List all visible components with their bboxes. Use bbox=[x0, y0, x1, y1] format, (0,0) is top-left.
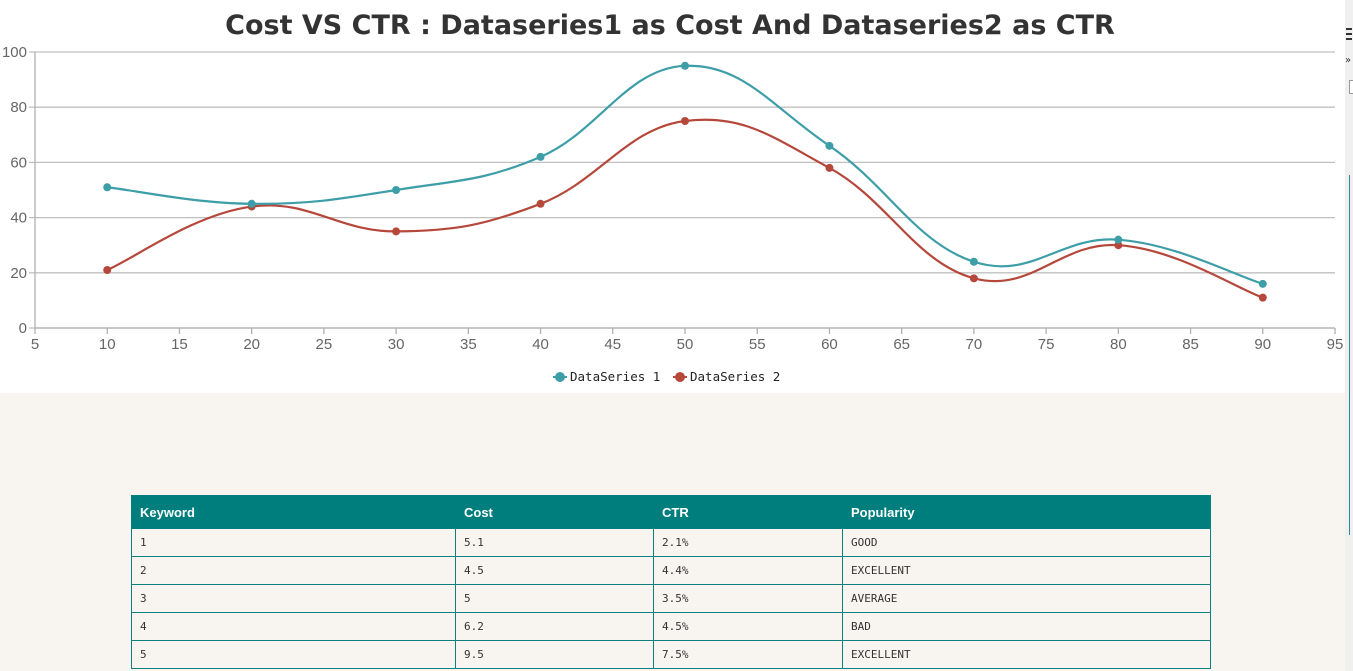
cell-cost: 4.5 bbox=[455, 556, 654, 585]
y-tick-label: 60 bbox=[10, 154, 27, 171]
data-point bbox=[1258, 293, 1267, 302]
data-point bbox=[825, 163, 834, 172]
data-point bbox=[103, 266, 112, 275]
x-tick-label: 70 bbox=[966, 336, 983, 353]
scrollbar-thumb[interactable] bbox=[1349, 175, 1353, 535]
cell-popularity: EXCELLENT bbox=[842, 640, 1211, 669]
x-tick-label: 85 bbox=[1182, 336, 1199, 353]
x-tick-label: 35 bbox=[460, 336, 477, 353]
x-tick-label: 75 bbox=[1038, 336, 1055, 353]
data-point bbox=[681, 117, 689, 125]
data-point bbox=[969, 257, 978, 266]
x-tick-label: 5 bbox=[31, 336, 39, 353]
table-header-row: Keyword Cost CTR Popularity bbox=[131, 495, 1211, 529]
x-tick-label: 80 bbox=[1110, 336, 1127, 353]
cost-vs-ctr-chart: Cost VS CTR : Dataseries1 as Cost And Da… bbox=[2, 10, 1344, 384]
data-point bbox=[536, 152, 545, 161]
data-point bbox=[103, 183, 112, 192]
data-point bbox=[392, 227, 401, 236]
legend-marker bbox=[555, 372, 565, 382]
table-row[interactable]: 1 5.1 2.1% GOOD bbox=[131, 528, 1211, 557]
header-popularity[interactable]: Popularity bbox=[842, 495, 1211, 529]
table-row[interactable]: 5 9.5 7.5% EXCELLENT bbox=[131, 640, 1211, 669]
header-keyword[interactable]: Keyword bbox=[131, 495, 456, 529]
header-ctr[interactable]: CTR bbox=[653, 495, 843, 529]
data-point bbox=[392, 186, 401, 194]
data-point bbox=[536, 199, 545, 208]
cell-keyword: 4 bbox=[131, 612, 456, 641]
cell-popularity: EXCELLENT bbox=[842, 556, 1211, 585]
x-tick-label: 60 bbox=[821, 336, 838, 353]
keyword-table: Keyword Cost CTR Popularity 1 5.1 2.1% G… bbox=[131, 495, 1211, 669]
y-tick-label: 20 bbox=[10, 265, 27, 282]
cell-ctr: 4.4% bbox=[653, 556, 843, 585]
cell-cost: 5.1 bbox=[455, 528, 654, 557]
data-point bbox=[825, 141, 834, 150]
menu-icon-line bbox=[1346, 33, 1352, 35]
cell-ctr: 7.5% bbox=[653, 640, 843, 669]
table-row[interactable]: 3 5 3.5% AVERAGE bbox=[131, 584, 1211, 613]
cell-keyword: 1 bbox=[131, 528, 456, 557]
data-point bbox=[1114, 235, 1123, 244]
cell-ctr: 4.5% bbox=[653, 612, 843, 641]
x-tick-label: 95 bbox=[1327, 336, 1344, 353]
x-tick-label: 90 bbox=[1254, 336, 1271, 353]
x-tick-label: 45 bbox=[604, 336, 621, 353]
cell-cost: 5 bbox=[455, 584, 654, 613]
cell-ctr: 3.5% bbox=[653, 584, 843, 613]
data-point bbox=[1258, 279, 1267, 288]
legend-label: DataSeries 2 bbox=[690, 369, 780, 384]
x-tick-label: 15 bbox=[171, 336, 188, 353]
x-tick-label: 25 bbox=[316, 336, 333, 353]
menu-icon-line bbox=[1346, 38, 1352, 40]
menu-icon-line bbox=[1346, 28, 1352, 30]
x-tick-label: 55 bbox=[749, 336, 766, 353]
cell-popularity: GOOD bbox=[842, 528, 1211, 557]
y-tick-label: 80 bbox=[10, 99, 27, 116]
data-point bbox=[247, 199, 256, 208]
data-point bbox=[681, 61, 689, 70]
series-line-1 bbox=[107, 64, 1264, 285]
data-point bbox=[1114, 241, 1123, 250]
cell-popularity: AVERAGE bbox=[842, 584, 1211, 613]
x-tick-label: 40 bbox=[532, 336, 549, 353]
series-line-2 bbox=[106, 118, 1264, 299]
y-tick-label: 0 bbox=[19, 320, 27, 337]
scroll-box[interactable] bbox=[1349, 80, 1353, 94]
cell-cost: 6.2 bbox=[455, 612, 654, 641]
table-row[interactable]: 4 6.2 4.5% BAD bbox=[131, 612, 1211, 641]
cell-keyword: 3 bbox=[131, 584, 456, 613]
double-chevron-right-icon[interactable]: » bbox=[1345, 55, 1352, 66]
y-tick-label: 100 bbox=[2, 44, 27, 61]
x-tick-label: 50 bbox=[677, 336, 694, 353]
x-tick-label: 10 bbox=[99, 336, 116, 353]
chart-panel: Cost VS CTR : Dataseries1 as Cost And Da… bbox=[0, 0, 1345, 393]
header-cost[interactable]: Cost bbox=[455, 495, 654, 529]
x-tick-label: 65 bbox=[893, 336, 910, 353]
data-point bbox=[969, 274, 978, 283]
chart-title: Cost VS CTR : Dataseries1 as Cost And Da… bbox=[225, 10, 1115, 41]
x-tick-label: 20 bbox=[243, 336, 260, 353]
legend-marker bbox=[675, 372, 685, 382]
y-tick-label: 40 bbox=[10, 210, 27, 227]
x-tick-label: 30 bbox=[388, 336, 405, 353]
cell-keyword: 5 bbox=[131, 640, 456, 669]
cell-ctr: 2.1% bbox=[653, 528, 843, 557]
cell-popularity: BAD bbox=[842, 612, 1211, 641]
table-row[interactable]: 2 4.5 4.4% EXCELLENT bbox=[131, 556, 1211, 585]
cell-cost: 9.5 bbox=[455, 640, 654, 669]
legend-label: DataSeries 1 bbox=[570, 369, 660, 384]
cell-keyword: 2 bbox=[131, 556, 456, 585]
